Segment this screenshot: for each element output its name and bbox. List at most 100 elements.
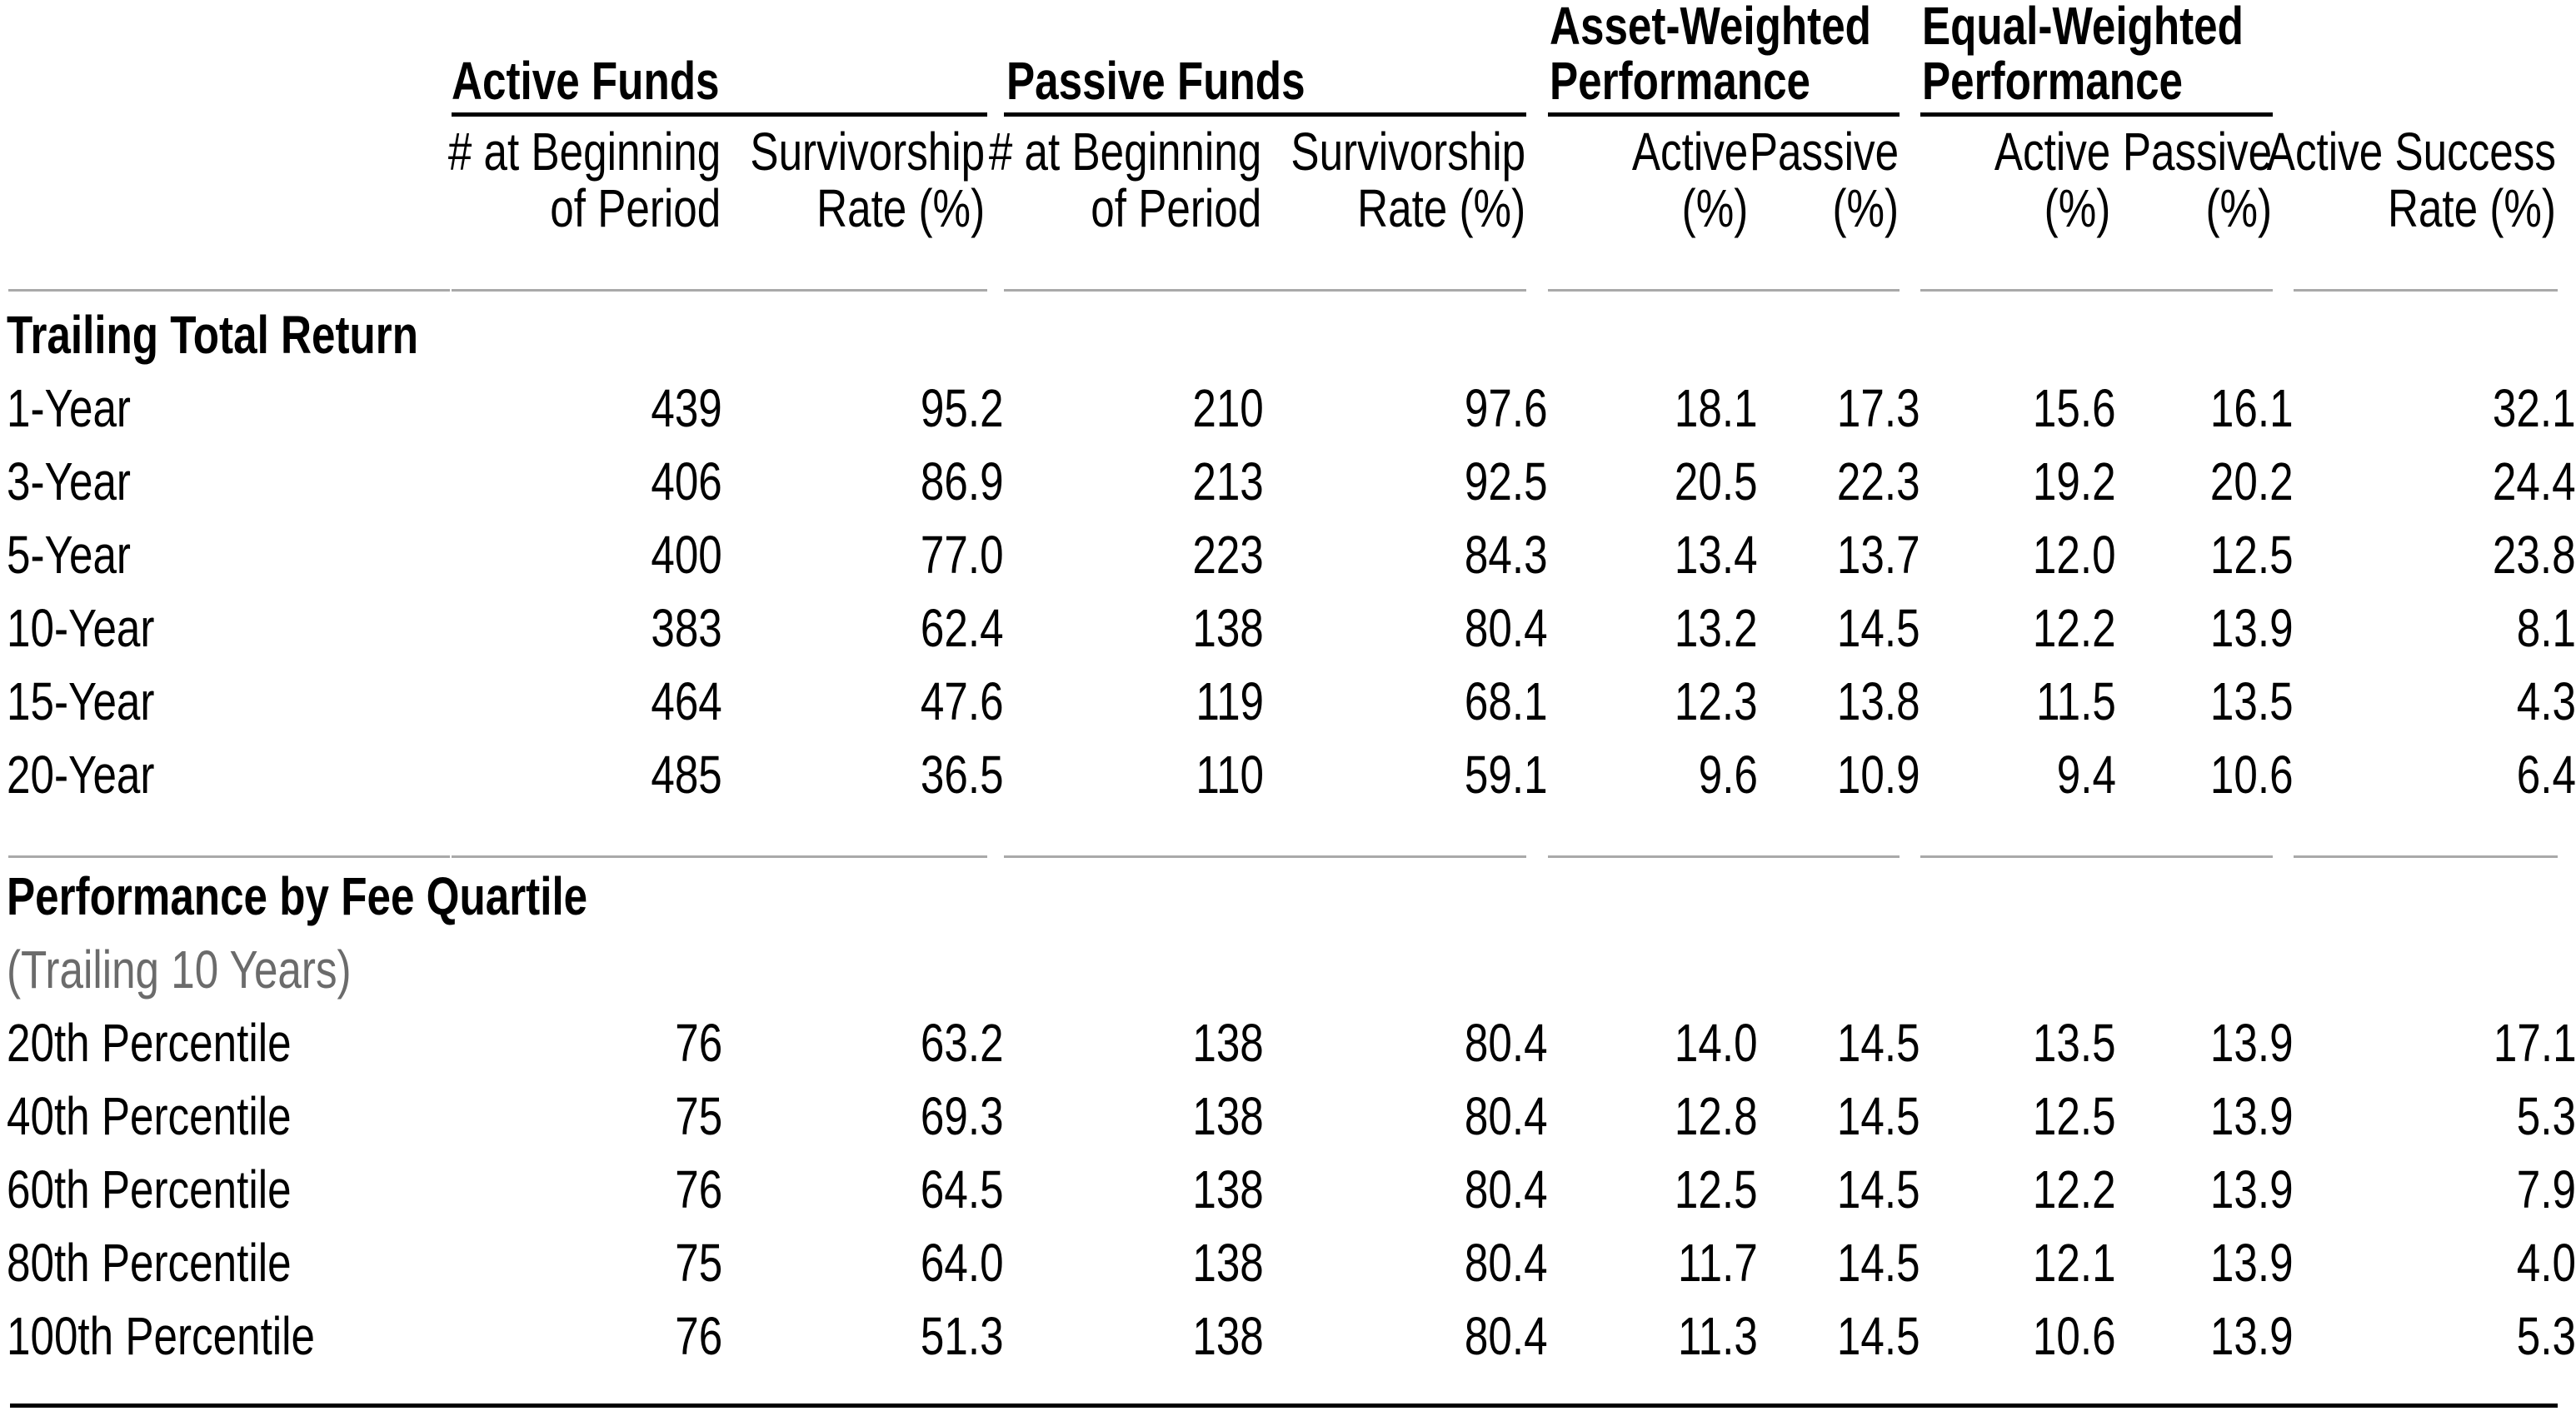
cell-text: 14.5: [1837, 1086, 1920, 1146]
cell-value: 15.6: [1920, 371, 2116, 445]
cell-value: 47.6: [722, 665, 1004, 738]
rule-section-separator: [1920, 855, 2273, 858]
cell-value: 80.4: [1264, 1226, 1548, 1299]
cell-value: 11.7: [1548, 1226, 1758, 1299]
cell-text: 210: [1192, 378, 1264, 438]
col-header-aw-passive-pct: Passive (%): [1712, 123, 1899, 237]
cell-value: 213: [1004, 445, 1264, 518]
cell-value: 23.8: [2294, 518, 2576, 591]
cell-text: 20th Percentile: [7, 1013, 292, 1073]
cell-text: 97.6: [1465, 378, 1548, 438]
cell-value: 62.4: [722, 591, 1004, 665]
cell-value: 20.2: [2116, 445, 2294, 518]
cell-text: 18.1: [1675, 378, 1758, 438]
cell-value: 13.5: [1920, 1006, 2116, 1079]
cell-text: 62.4: [921, 598, 1004, 658]
cell-text: 11.5: [2036, 671, 2116, 731]
cell-text: 63.2: [921, 1013, 1004, 1073]
table-row: 3-Year 406 86.9 213 92.5 20.5 22.3 19.2 20.2 24.4: [0, 445, 2576, 518]
cell-text: 5-Year: [7, 525, 131, 585]
section-title: Performance by Fee Quartile: [0, 860, 2576, 933]
cell-value: 138: [1004, 1079, 1264, 1153]
cell-text: 64.0: [921, 1233, 1004, 1293]
cell-text: 11.7: [1678, 1233, 1758, 1293]
cell-text: 15-Year: [7, 671, 155, 731]
cell-value: 16.1: [2116, 371, 2294, 445]
cell-value: 12.0: [1920, 518, 2116, 591]
cell-value: 138: [1004, 1299, 1264, 1373]
rule-section-separator: [2294, 855, 2558, 858]
cell-text: 17.1: [2493, 1013, 2576, 1073]
cell-value: 138: [1004, 1006, 1264, 1079]
cell-text: 439: [651, 378, 722, 438]
cell-text: 13.2: [1675, 598, 1758, 658]
cell-value: 59.1: [1264, 738, 1548, 811]
cell-value: 22.3: [1758, 445, 1920, 518]
cell-value: 63.2: [722, 1006, 1004, 1079]
cell-text: 13.9: [2210, 1013, 2294, 1073]
cell-text: 8.1: [2516, 598, 2576, 658]
cell-text: 59.1: [1465, 745, 1548, 805]
row-label: 10-Year: [0, 591, 452, 665]
cell-value: 17.3: [1758, 371, 1920, 445]
cell-value: 95.2: [722, 371, 1004, 445]
col-header-active-success-rate: Active Success Rate (%): [2194, 123, 2556, 237]
row-label: 20th Percentile: [0, 1006, 452, 1079]
cell-text: 138: [1192, 598, 1264, 658]
row-label: 40th Percentile: [0, 1079, 452, 1153]
col-header-passive-num-beginning: # at Beginning of Period: [921, 123, 1261, 237]
cell-value: 80.4: [1264, 1006, 1548, 1079]
cell-value: 12.8: [1548, 1079, 1758, 1153]
cell-text: 213: [1192, 451, 1264, 511]
rule-table-bottom: [10, 1404, 2558, 1408]
col-header-label: # at Beginning of Period: [988, 122, 1261, 238]
rule-header-separator: [1548, 289, 1900, 292]
cell-value: 210: [1004, 371, 1264, 445]
table-row: 20th Percentile 76 63.2 138 80.4 14.0 14.5 13.5…: [0, 1006, 2576, 1079]
cell-text: 13.9: [2210, 598, 2294, 658]
cell-text: 32.1: [2493, 378, 2576, 438]
cell-text: 76: [675, 1159, 722, 1219]
cell-text: 92.5: [1465, 451, 1548, 511]
group-header-label: Active Funds: [452, 51, 720, 111]
col-header-label: Active (%): [1994, 122, 2110, 238]
cell-text: 12.8: [1675, 1086, 1758, 1146]
cell-text: 12.2: [2033, 598, 2116, 658]
cell-text: 14.5: [1837, 1013, 1920, 1073]
cell-value: 485: [452, 738, 722, 811]
cell-text: 86.9: [921, 451, 1004, 511]
cell-value: 14.5: [1758, 1226, 1920, 1299]
cell-value: 223: [1004, 518, 1264, 591]
cell-value: 400: [452, 518, 722, 591]
cell-value: 13.5: [2116, 665, 2294, 738]
cell-value: 51.3: [722, 1299, 1004, 1373]
cell-text: 64.5: [921, 1159, 1004, 1219]
cell-value: 17.1: [2294, 1006, 2576, 1079]
cell-value: 13.9: [2116, 591, 2294, 665]
cell-value: 86.9: [722, 445, 1004, 518]
cell-text: 138: [1192, 1159, 1264, 1219]
col-header-active-survivorship: Survivorship Rate (%): [691, 123, 985, 237]
cell-text: 20-Year: [7, 745, 155, 805]
cell-value: 80.4: [1264, 1299, 1548, 1373]
cell-value: 80.4: [1264, 591, 1548, 665]
section-title: Trailing Total Return: [0, 298, 2576, 371]
cell-value: 18.1: [1548, 371, 1758, 445]
cell-text: 76: [675, 1013, 722, 1073]
cell-value: 12.2: [1920, 1153, 2116, 1226]
cell-text: 4.3: [2516, 671, 2576, 731]
table-row: 20-Year 485 36.5 110 59.1 9.6 10.9 9.4 10.6 6.4: [0, 738, 2576, 811]
cell-value: 14.5: [1758, 1079, 1920, 1153]
cell-text: 10.6: [2210, 745, 2294, 805]
cell-text: 80.4: [1465, 1306, 1548, 1366]
cell-text: 4.0: [2516, 1233, 2576, 1293]
cell-value: 110: [1004, 738, 1264, 811]
cell-value: 80.4: [1264, 1079, 1548, 1153]
section-table-trailing-total-return: Trailing Total Return 1-Year 439 95.2 210 97.…: [0, 298, 2576, 811]
group-header-passive-funds: Passive Funds: [1006, 53, 1380, 108]
cell-text: 110: [1196, 745, 1264, 805]
section-header-row: Performance by Fee Quartile: [0, 860, 2576, 933]
table-row: 10-Year 383 62.4 138 80.4 13.2 14.5 12.2 13.9 8.1: [0, 591, 2576, 665]
cell-value: 10.9: [1758, 738, 1920, 811]
